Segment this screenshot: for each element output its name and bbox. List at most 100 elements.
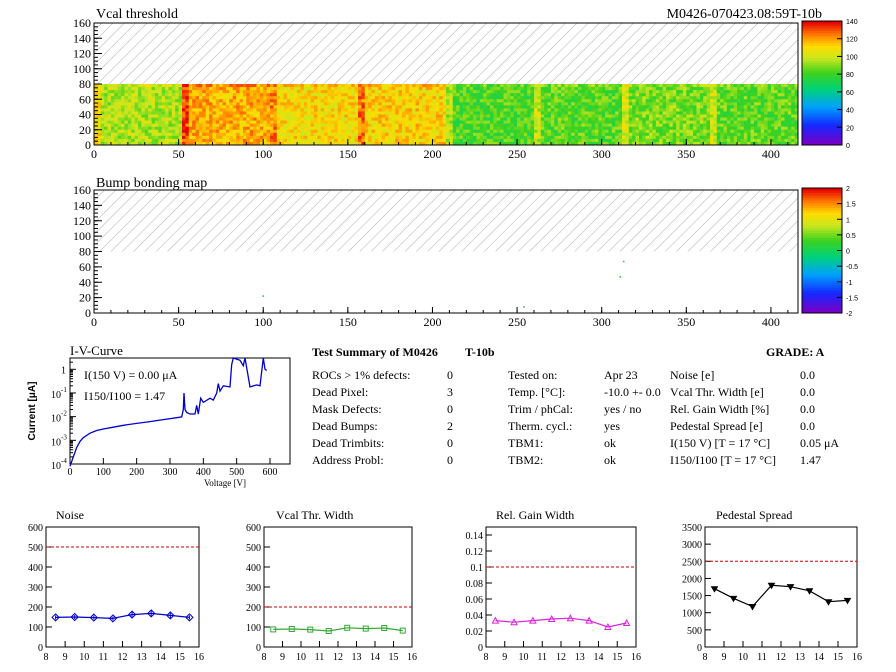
roc-pixel	[134, 141, 139, 146]
roc-pixel	[236, 111, 240, 115]
roc-pixel	[574, 126, 579, 131]
roc-pixel	[398, 135, 403, 140]
roc-pixel	[344, 117, 349, 121]
roc-pixel	[594, 105, 599, 109]
roc-pixel	[635, 114, 640, 118]
roc-pixel	[408, 132, 413, 137]
roc-pixel	[388, 117, 393, 121]
roc-pixel	[452, 105, 457, 109]
summary-right-value: 1.47	[800, 453, 821, 467]
roc-pixel	[398, 138, 403, 143]
roc-pixel	[354, 105, 359, 109]
roc-pixel	[165, 123, 169, 128]
roc-pixel	[429, 87, 433, 91]
roc-pixel	[581, 141, 586, 146]
roc-pixel	[743, 123, 748, 128]
roc-pixel	[324, 96, 328, 100]
roc-pixel	[493, 87, 498, 91]
roc-pixel	[266, 99, 271, 103]
roc-pixel	[564, 138, 569, 143]
roc-pixel	[239, 114, 244, 118]
roc-pixel	[232, 138, 237, 143]
roc-pixel	[270, 135, 274, 140]
roc-pixel	[754, 105, 758, 109]
roc-pixel	[638, 111, 643, 115]
roc-pixel	[527, 99, 532, 103]
y-tick-label: 20	[79, 123, 91, 137]
roc-pixel	[696, 141, 701, 146]
summary-right-value: 0.0	[800, 368, 815, 382]
roc-pixel	[473, 129, 477, 134]
roc-pixel	[310, 123, 315, 128]
roc-pixel	[259, 99, 264, 103]
roc-pixel	[161, 111, 166, 115]
roc-pixel	[696, 138, 701, 143]
roc-pixel	[777, 96, 782, 100]
roc-pixel	[496, 90, 501, 94]
roc-pixel	[483, 84, 488, 88]
roc-pixel	[510, 102, 515, 106]
roc-pixel	[730, 102, 735, 106]
roc-pixel	[242, 120, 247, 125]
roc-pixel	[222, 105, 227, 109]
roc-pixel	[645, 99, 650, 103]
roc-pixel	[270, 120, 274, 125]
roc-pixel	[479, 84, 484, 88]
roc-pixel	[144, 105, 149, 109]
roc-pixel	[121, 138, 125, 143]
roc-pixel	[625, 105, 630, 109]
roc-pixel	[537, 138, 542, 143]
roc-pixel	[432, 135, 437, 140]
roc-pixel	[154, 129, 159, 134]
roc-pixel	[503, 123, 508, 128]
x-tick-label: 11	[99, 652, 109, 663]
roc-pixel	[710, 102, 714, 106]
palette-tick-label: -0.5	[846, 264, 858, 271]
roc-pixel	[341, 120, 345, 125]
roc-pixel	[754, 96, 758, 100]
roc-pixel	[100, 126, 105, 131]
roc-pixel	[500, 87, 504, 91]
roc-pixel	[652, 108, 657, 112]
roc-pixel	[710, 123, 714, 128]
roc-pixel	[154, 87, 159, 91]
roc-pixel	[364, 87, 369, 91]
x-tick-label: 8	[44, 652, 49, 663]
roc-pixel	[364, 135, 369, 140]
roc-pixel	[594, 114, 599, 118]
roc-pixel	[561, 129, 565, 134]
roc-pixel	[469, 141, 474, 146]
roc-pixel	[202, 117, 207, 121]
roc-pixel	[209, 141, 213, 146]
roc-pixel	[706, 93, 711, 97]
roc-pixel	[286, 102, 291, 106]
roc-pixel	[496, 120, 501, 125]
x-tick-label: 8	[703, 652, 708, 663]
roc-pixel	[628, 129, 633, 134]
roc-pixel	[192, 105, 196, 109]
roc-pixel	[490, 111, 494, 115]
roc-pixel	[564, 105, 569, 109]
roc-pixel	[259, 90, 264, 94]
roc-pixel	[638, 126, 643, 131]
roc-pixel	[334, 108, 339, 112]
roc-pixel	[571, 111, 576, 115]
roc-pixel	[110, 96, 115, 100]
roc-pixel	[266, 93, 271, 97]
roc-pixel	[134, 123, 139, 128]
roc-pixel	[791, 129, 796, 134]
roc-pixel	[432, 138, 437, 143]
roc-pixel	[591, 141, 596, 146]
roc-pixel	[649, 114, 653, 118]
roc-pixel	[405, 99, 410, 103]
roc-pixel	[334, 135, 339, 140]
roc-pixel	[334, 90, 339, 94]
roc-pixel	[503, 90, 508, 94]
roc-pixel	[412, 126, 416, 131]
roc-pixel	[415, 132, 420, 137]
roc-pixel	[473, 135, 477, 140]
roc-pixel	[236, 123, 240, 128]
roc-pixel	[246, 117, 251, 121]
roc-pixel	[655, 84, 660, 88]
palette-band	[802, 97, 842, 101]
